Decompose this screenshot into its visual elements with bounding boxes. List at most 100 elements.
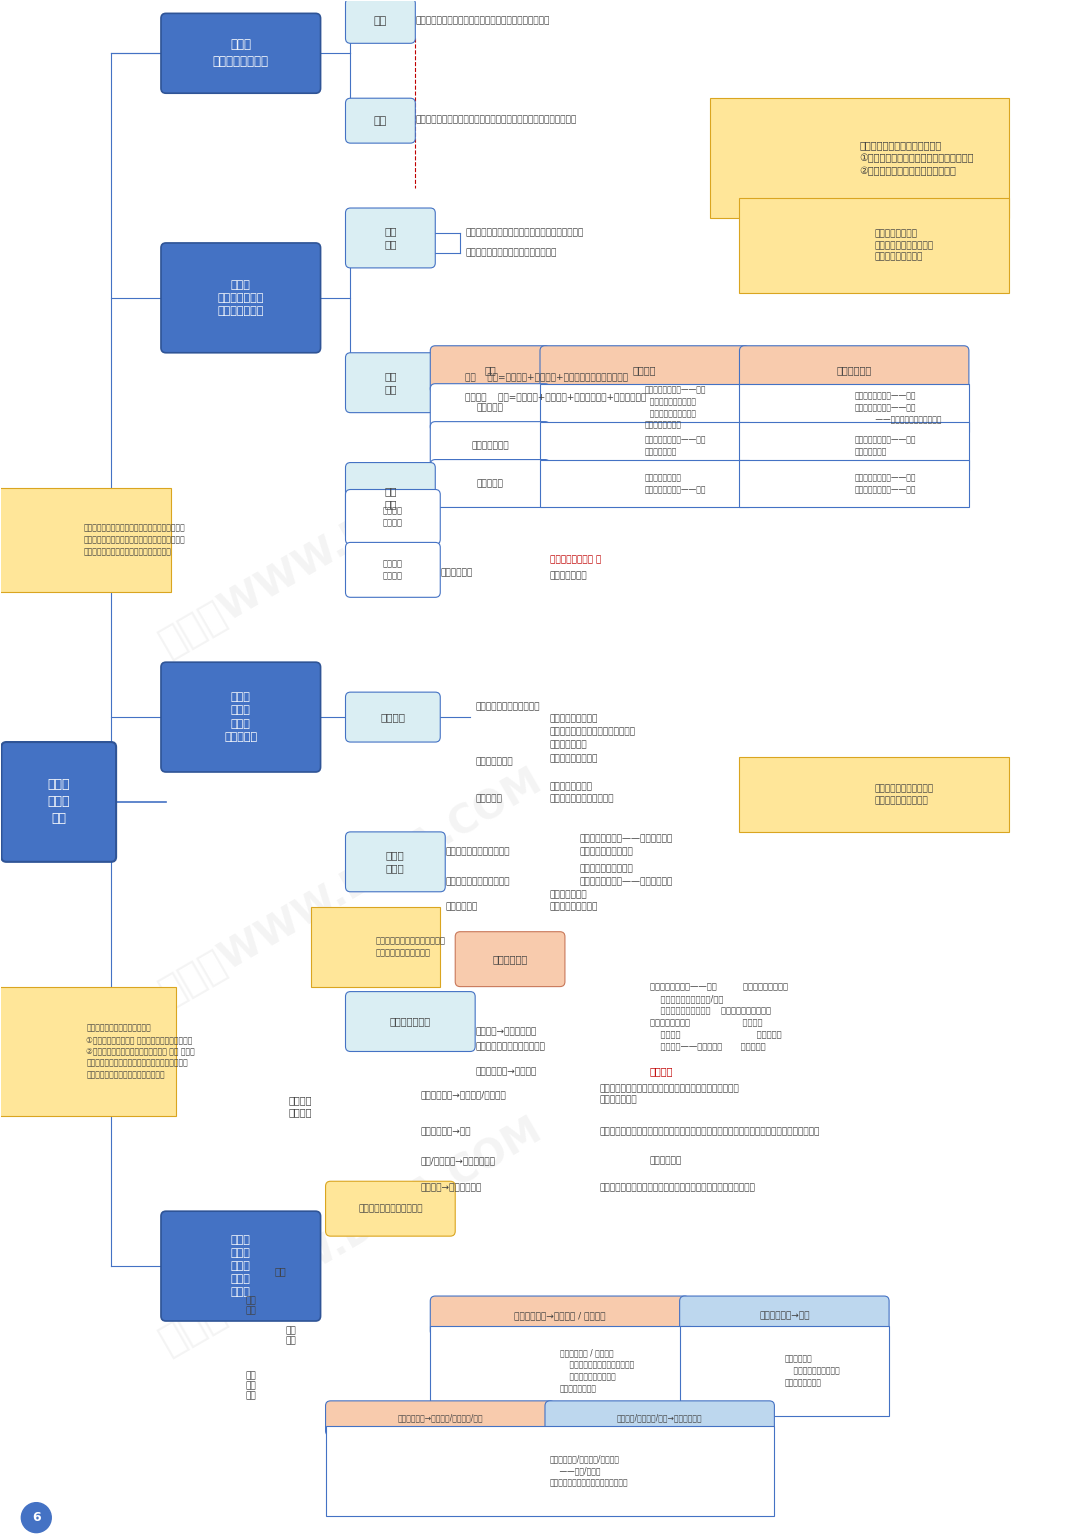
Text: 借：其他业务成本 等: 借：其他业务成本 等 bbox=[550, 555, 602, 564]
Text: 投资性房地产→存货: 投资性房地产→存货 bbox=[759, 1311, 810, 1320]
Text: 转换形式
及转换日: 转换形式 及转换日 bbox=[288, 1096, 312, 1117]
Text: 成本模式: 成本模式 bbox=[633, 364, 657, 375]
Text: 贷：公允价值变动损益: 贷：公允价值变动损益 bbox=[580, 847, 634, 856]
Text: 公允
价值
模式: 公允 价值 模式 bbox=[245, 1371, 256, 1400]
Text: 与该投资性房地产有关的经济利益很可能流入企业: 与该投资性房地产有关的经济利益很可能流入企业 bbox=[465, 229, 583, 238]
Text: 成本模式: 成本模式 bbox=[380, 712, 405, 722]
FancyBboxPatch shape bbox=[540, 346, 750, 393]
Text: 会计政策变更: 会计政策变更 bbox=[492, 954, 528, 964]
Text: 投资性房地产累计折旧/摊销: 投资性房地产累计折旧/摊销 bbox=[650, 994, 724, 1004]
FancyBboxPatch shape bbox=[740, 758, 1009, 832]
Text: 对啊网WWW.DUIA.COM: 对啊网WWW.DUIA.COM bbox=[152, 1111, 549, 1362]
Text: 对啊网WWW.DUIA.COM: 对啊网WWW.DUIA.COM bbox=[152, 762, 549, 1011]
Text: 利润分配——未分配利润       【或借记】: 利润分配——未分配利润 【或借记】 bbox=[650, 1042, 766, 1051]
FancyBboxPatch shape bbox=[0, 987, 176, 1116]
Text: 贷：其他业务收入等: 贷：其他业务收入等 bbox=[550, 902, 598, 911]
Text: 外购    成本=购买价款+相关税费+可归属于该资产的其他支出: 外购 成本=购买价款+相关税费+可归属于该资产的其他支出 bbox=[465, 373, 629, 383]
Text: 达到自用状态，企业开始将其用于生产商品、提供劳务或者
经营管理的日期: 达到自用状态，企业开始将其用于生产商品、提供劳务或者 经营管理的日期 bbox=[599, 1085, 740, 1104]
FancyBboxPatch shape bbox=[161, 243, 321, 354]
Text: 借：资产减值损失: 借：资产减值损失 bbox=[550, 782, 593, 792]
Text: 借：投资性房地产——在建
  投资性房地产累计折旧
  投资性房地产减值准备
贷：投资性房地产: 借：投资性房地产——在建 投资性房地产累计折旧 投资性房地产减值准备 贷：投资性… bbox=[645, 386, 706, 430]
Text: 固定资产/无形资产/存货→投资性房地产: 固定资产/无形资产/存货→投资性房地产 bbox=[617, 1414, 702, 1423]
Text: 企业对投资性房地产的计量模式
一经确定，不得随意变更: 企业对投资性房地产的计量模式 一经确定，不得随意变更 bbox=[376, 936, 445, 958]
Text: 借：投资性房地产——在建
贷：银行存款等: 借：投资性房地产——在建 贷：银行存款等 bbox=[645, 435, 706, 456]
FancyBboxPatch shape bbox=[346, 543, 441, 598]
FancyBboxPatch shape bbox=[679, 1296, 889, 1336]
FancyBboxPatch shape bbox=[430, 1326, 690, 1416]
Text: 减值准备一经计提，在以
后的会计期间不得转回: 减值准备一经计提，在以 后的会计期间不得转回 bbox=[874, 784, 933, 805]
Text: 借：其他业务成本等: 借：其他业务成本等 bbox=[550, 715, 598, 724]
FancyBboxPatch shape bbox=[1, 742, 116, 862]
FancyBboxPatch shape bbox=[161, 14, 321, 94]
FancyBboxPatch shape bbox=[540, 421, 750, 469]
Text: 初始
计量: 初始 计量 bbox=[384, 370, 396, 395]
Text: 资产负债表日公允价值上升: 资产负债表日公允价值上升 bbox=[445, 847, 510, 856]
Text: 不确变更: 不确变更 bbox=[650, 1067, 673, 1076]
Text: 第四节
投资性
房地产
的转换
和处置: 第四节 投资性 房地产 的转换 和处置 bbox=[231, 1234, 251, 1297]
Text: 投资性房地产减值准备    【已计提的减值准备】: 投资性房地产减值准备 【已计提的减值准备】 bbox=[650, 1007, 771, 1014]
FancyBboxPatch shape bbox=[545, 1400, 774, 1436]
FancyBboxPatch shape bbox=[540, 460, 750, 507]
FancyBboxPatch shape bbox=[346, 463, 435, 532]
Text: 确认
条件: 确认 条件 bbox=[384, 226, 396, 249]
Text: 借：银行存款等: 借：银行存款等 bbox=[550, 741, 588, 750]
Text: 借：投资性房地产
贷：投资性房地产——在建: 借：投资性房地产 贷：投资性房地产——在建 bbox=[645, 473, 706, 493]
FancyBboxPatch shape bbox=[346, 0, 416, 43]
FancyBboxPatch shape bbox=[346, 489, 441, 544]
Text: 阶段: 阶段 bbox=[484, 364, 496, 375]
FancyBboxPatch shape bbox=[455, 931, 565, 987]
Text: 租赁期开始日: 租赁期开始日 bbox=[650, 1157, 681, 1165]
Text: 借：固定资产 / 无形资产
    投资性房地产累计折旧（摊销）
    投资性房地产减值准备
贷：投资性房地产: 借：固定资产 / 无形资产 投资性房地产累计折旧（摊销） 投资性房地产减值准备 … bbox=[559, 1348, 634, 1393]
FancyBboxPatch shape bbox=[346, 354, 435, 412]
Text: 资本化的
后续支出: 资本化的 后续支出 bbox=[383, 507, 403, 527]
FancyBboxPatch shape bbox=[740, 421, 969, 469]
Text: 借：投资性房地产——公允价值变动: 借：投资性房地产——公允价值变动 bbox=[580, 835, 673, 844]
Text: 转为改扩建: 转为改扩建 bbox=[476, 403, 503, 412]
Text: 第一节
投资性房地产概述: 第一节 投资性房地产概述 bbox=[213, 38, 269, 68]
Text: 贷：投资性房地产减值准备: 贷：投资性房地产减值准备 bbox=[550, 795, 615, 804]
Text: 自用土地使用权停止自用后，确定用于赚取租金或资本增值的日期: 自用土地使用权停止自用后，确定用于赚取租金或资本增值的日期 bbox=[599, 1183, 756, 1193]
Text: 发生改扩建支出: 发生改扩建支出 bbox=[471, 441, 509, 450]
Text: 盈余公积                             【或借记】: 盈余公积 【或借记】 bbox=[650, 1030, 781, 1039]
Text: 贷：投资性房地产累计折旧（摊销）: 贷：投资性房地产累计折旧（摊销） bbox=[550, 727, 636, 736]
Text: 第六章
投资性
房产: 第六章 投资性 房产 bbox=[48, 778, 70, 825]
Text: 成本模式→公允价值模式: 成本模式→公允价值模式 bbox=[475, 1027, 537, 1036]
Text: 范围: 范围 bbox=[374, 115, 387, 126]
Text: 存货/固定资产→投资性房地产: 存货/固定资产→投资性房地产 bbox=[420, 1157, 496, 1165]
Text: 第三节
投资性
房地产
的后续计量: 第三节 投资性 房地产 的后续计量 bbox=[225, 692, 257, 742]
FancyBboxPatch shape bbox=[740, 384, 969, 432]
FancyBboxPatch shape bbox=[325, 1182, 455, 1236]
Text: 借：公允价值变动损益: 借：公允价值变动损益 bbox=[580, 864, 634, 873]
FancyBboxPatch shape bbox=[710, 98, 1009, 218]
Text: 无形资产→投资性房地产: 无形资产→投资性房地产 bbox=[420, 1183, 482, 1193]
FancyBboxPatch shape bbox=[325, 1426, 774, 1515]
FancyBboxPatch shape bbox=[161, 1211, 321, 1320]
Text: 借：投资性房地产——成本
贷：投资性房地产——在建: 借：投资性房地产——成本 贷：投资性房地产——在建 bbox=[854, 473, 916, 493]
Text: 采用公允价值模式计量的条件：
①投资性房地产所在地 有活跃的房地产交易市场；
②企业能够从活跃的房地产交易市场上 取得 同类或
类似房地产的市场价格及其他相关信: 采用公允价值模式计量的条件： ①投资性房地产所在地 有活跃的房地产交易市场； ②… bbox=[86, 1024, 194, 1079]
Text: 投资性房地产→存货: 投资性房地产→存货 bbox=[420, 1127, 471, 1136]
FancyBboxPatch shape bbox=[161, 662, 321, 772]
Text: （假定不考虑所得税的影响）: （假定不考虑所得税的影响） bbox=[475, 1042, 545, 1051]
FancyBboxPatch shape bbox=[311, 907, 441, 987]
Text: 第二节
投资性房地产的
确认和初始计量: 第二节 投资性房地产的 确认和初始计量 bbox=[217, 280, 264, 317]
Text: 贷：银行存款等: 贷：银行存款等 bbox=[550, 570, 588, 579]
Text: 计入当期损益: 计入当期损益 bbox=[441, 567, 473, 576]
Text: 租赁期届满，企业董事会或类似机构作出书面决议明确表明将其重新开发用于对外销售的日期: 租赁期届满，企业董事会或类似机构作出书面决议明确表明将其重新开发用于对外销售的日… bbox=[599, 1127, 820, 1136]
Text: 贷：其他业务收入等: 贷：其他业务收入等 bbox=[550, 755, 598, 764]
FancyBboxPatch shape bbox=[430, 1296, 690, 1336]
Text: 其他必要支出包括
应予资本化的借款费用、
应分摊的间接费用等: 其他必要支出包括 应予资本化的借款费用、 应分摊的间接费用等 bbox=[874, 229, 933, 261]
FancyBboxPatch shape bbox=[740, 460, 969, 507]
Text: 转换: 转换 bbox=[274, 1266, 286, 1276]
Text: 取得租金收入: 取得租金收入 bbox=[445, 902, 477, 911]
Text: 自行建造    成本=建造成本+安装成本+土地开发费用+其他必要支出: 自行建造 成本=建造成本+安装成本+土地开发费用+其他必要支出 bbox=[465, 393, 647, 403]
Circle shape bbox=[22, 1503, 51, 1532]
Text: 贷：投资性房地产——公允价值变动: 贷：投资性房地产——公允价值变动 bbox=[580, 878, 673, 887]
Text: 6: 6 bbox=[32, 1511, 41, 1525]
FancyBboxPatch shape bbox=[346, 98, 416, 143]
Text: 按期（月）计提折旧或摊销: 按期（月）计提折旧或摊销 bbox=[475, 702, 540, 712]
FancyBboxPatch shape bbox=[346, 832, 445, 891]
Text: 公允价
值模式: 公允价 值模式 bbox=[386, 850, 405, 873]
Text: 企业对某项投资性房地产进行改扩建再开发，且将
来仍作为投资性房地产的，再开发期间应继续将其
作为投资性房地产核算，不计提折旧或摊销: 企业对某项投资性房地产进行改扩建再开发，且将 来仍作为投资性房地产的，再开发期间… bbox=[83, 524, 186, 556]
FancyBboxPatch shape bbox=[325, 1400, 555, 1436]
Text: 定义: 定义 bbox=[374, 15, 387, 26]
